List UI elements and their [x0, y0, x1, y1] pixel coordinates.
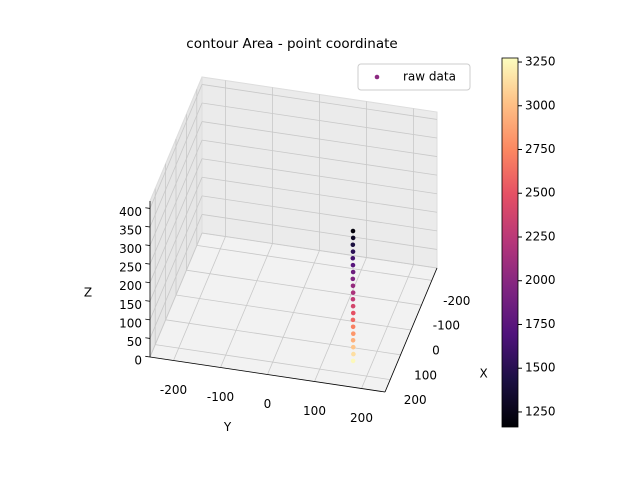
y-axis-label: Y — [223, 420, 232, 434]
x-tick-label: -200 — [443, 294, 470, 308]
grid-line — [149, 232, 203, 358]
grid-line — [201, 214, 438, 250]
chart-title: contour Area - point coordinate — [186, 36, 397, 52]
data-point — [350, 317, 356, 323]
grid-line — [201, 195, 438, 232]
colorbar-tick-label: 2250 — [525, 229, 556, 243]
grid-line — [149, 195, 203, 321]
z-axis-label: Z — [84, 286, 92, 300]
y-tick-label: 0 — [264, 397, 272, 411]
z-tick — [145, 318, 151, 321]
grid-line — [314, 257, 367, 382]
grid-line — [361, 264, 414, 389]
grid-line — [149, 177, 203, 302]
colorbar-tick-label: 1750 — [525, 317, 556, 331]
x-axis-line — [384, 267, 438, 393]
data-point — [350, 242, 356, 248]
z-tick-label: 0 — [134, 354, 142, 368]
grid-line — [201, 102, 438, 139]
grid-line — [149, 102, 203, 228]
data-point — [350, 331, 356, 336]
colorbar-ticks: 1250 1500 1750 2000 2250 2500 2750 3000 3250 — [518, 55, 556, 418]
z-tick — [145, 355, 151, 358]
z-tick — [145, 244, 151, 246]
grid-line — [201, 232, 438, 269]
legend-entries: raw data — [374, 70, 456, 84]
colorbar — [501, 57, 519, 428]
marks — [350, 228, 356, 364]
z-tick-label: 50 — [127, 335, 142, 349]
colorbar-tick-label: 2750 — [525, 142, 556, 156]
colorbar-tick-label: 1250 — [525, 404, 556, 418]
data-point — [350, 310, 356, 316]
data-point — [350, 255, 356, 261]
data-point — [350, 344, 356, 350]
y-tick-label: -100 — [207, 390, 234, 404]
data-point — [350, 269, 356, 275]
y-tick-label: -200 — [160, 383, 187, 397]
data-point — [350, 358, 356, 364]
colorbar-tick-label: 3000 — [525, 98, 556, 112]
grid-line — [201, 158, 438, 195]
data-point — [350, 337, 356, 343]
data-point — [350, 296, 356, 302]
colorbar-tick-label: 3250 — [525, 55, 556, 69]
z-tick — [145, 207, 151, 209]
z-tick — [145, 337, 151, 339]
data-point — [350, 228, 356, 234]
x-tick-label: -100 — [433, 319, 460, 333]
y-axis-line — [149, 356, 386, 393]
grid-line — [149, 139, 203, 265]
data-point — [350, 249, 356, 254]
grid-line — [149, 214, 203, 339]
data-point — [350, 283, 356, 289]
legend-marker — [374, 74, 380, 80]
grid-line — [201, 84, 438, 120]
z-tick — [145, 263, 151, 265]
data-point — [350, 290, 356, 295]
grid-line — [220, 243, 273, 368]
x-axis-label: X — [479, 366, 487, 380]
z-tick — [145, 281, 151, 284]
z-tick-label: 350 — [119, 224, 142, 238]
legend-label: raw data — [403, 70, 456, 84]
data-point — [350, 303, 356, 309]
z-tick-label: 400 — [119, 205, 142, 219]
data-point — [350, 235, 356, 241]
y-tick-label: 100 — [303, 404, 326, 418]
y-tick-label: 200 — [350, 411, 373, 425]
x-tick-label: 100 — [414, 368, 437, 382]
x-tick-label: 0 — [432, 344, 440, 358]
z-tick-label: 200 — [119, 279, 142, 293]
data-point — [350, 324, 356, 330]
grid-line — [201, 176, 438, 213]
grid-line — [149, 158, 203, 283]
x-tick-label: 200 — [404, 393, 427, 407]
grid-line — [201, 121, 438, 157]
grid-line — [149, 84, 203, 209]
z-tick — [145, 300, 151, 302]
data-point — [350, 276, 356, 282]
z-tick — [145, 225, 151, 228]
grid-line — [201, 139, 438, 176]
z-tick-label: 100 — [119, 316, 142, 330]
grid-line — [267, 250, 320, 375]
colorbar-tick-label: 2500 — [525, 186, 556, 200]
z-tick-label: 300 — [119, 242, 142, 256]
z-tick-label: 150 — [119, 298, 142, 312]
colorbar-tick-label: 2000 — [525, 273, 556, 287]
grid-line — [173, 236, 226, 361]
grid-line — [149, 121, 203, 246]
legend — [357, 63, 471, 91]
panes: -200 -100 0 100 200 -200 -100 0 100 200 0 50 100 150 2… — [84, 76, 488, 434]
z-tick-label: 250 — [119, 261, 142, 275]
data-point — [351, 351, 356, 357]
data-point — [350, 262, 356, 268]
colorbar-tick-label: 1500 — [525, 361, 556, 375]
